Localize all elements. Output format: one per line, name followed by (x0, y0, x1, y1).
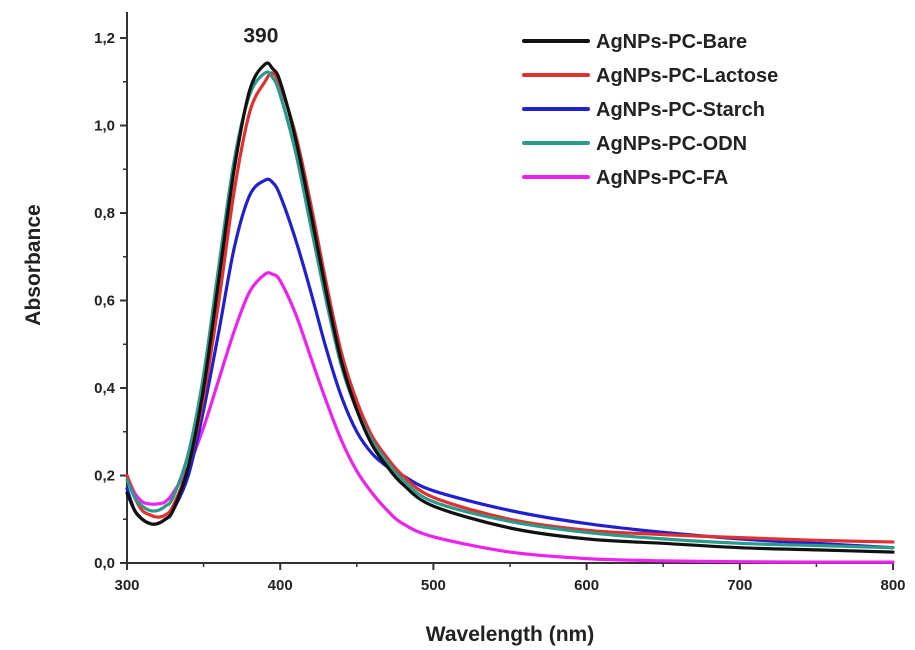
peak-annotation: 390 (243, 24, 278, 47)
series-line-agnps-pc-fa (125, 271, 895, 564)
series-line-agnps-pc-odn (125, 70, 895, 550)
axes: 300 400 500 600 700 800 0,0 0,2 0,4 0,6 0,8 1,0 1,2 (94, 12, 906, 594)
x-axis-title: Wavelength (nm) (426, 623, 594, 646)
x-tick-label: 800 (880, 577, 905, 594)
y-tick-label: 0,8 (94, 205, 115, 222)
y-tick-label: 1,2 (94, 30, 115, 47)
y-tick-label: 0,6 (94, 293, 115, 310)
series-line-agnps-pc-bare (125, 61, 895, 554)
y-tick-label: 0,4 (94, 380, 116, 397)
series-layer: 390 (125, 24, 895, 564)
y-tick-label: 0,0 (94, 555, 115, 572)
legend-label-agnps-pc-fa: AgNPs-PC-FA (596, 167, 728, 189)
x-tick-label: 700 (727, 577, 752, 594)
x-tick-label: 400 (268, 577, 293, 594)
legend-label-agnps-pc-odn: AgNPs-PC-ODN (596, 133, 747, 155)
series-line-agnps-pc-starch (125, 177, 895, 550)
legend-label-agnps-pc-bare: AgNPs-PC-Bare (596, 31, 747, 53)
legend-label-agnps-pc-lactose: AgNPs-PC-Lactose (596, 65, 778, 87)
y-axis-title: Absorbance (22, 204, 45, 325)
x-tick-label: 500 (421, 577, 446, 594)
x-tick-label: 300 (114, 577, 139, 594)
y-tick-label: 1,0 (94, 118, 115, 135)
x-tick-label: 600 (574, 577, 599, 594)
legend-label-agnps-pc-starch: AgNPs-PC-Starch (596, 99, 765, 121)
legend: AgNPs-PC-Bare AgNPs-PC-Lactose AgNPs-PC-St… (522, 31, 778, 189)
y-tick-label: 0,2 (94, 468, 115, 485)
